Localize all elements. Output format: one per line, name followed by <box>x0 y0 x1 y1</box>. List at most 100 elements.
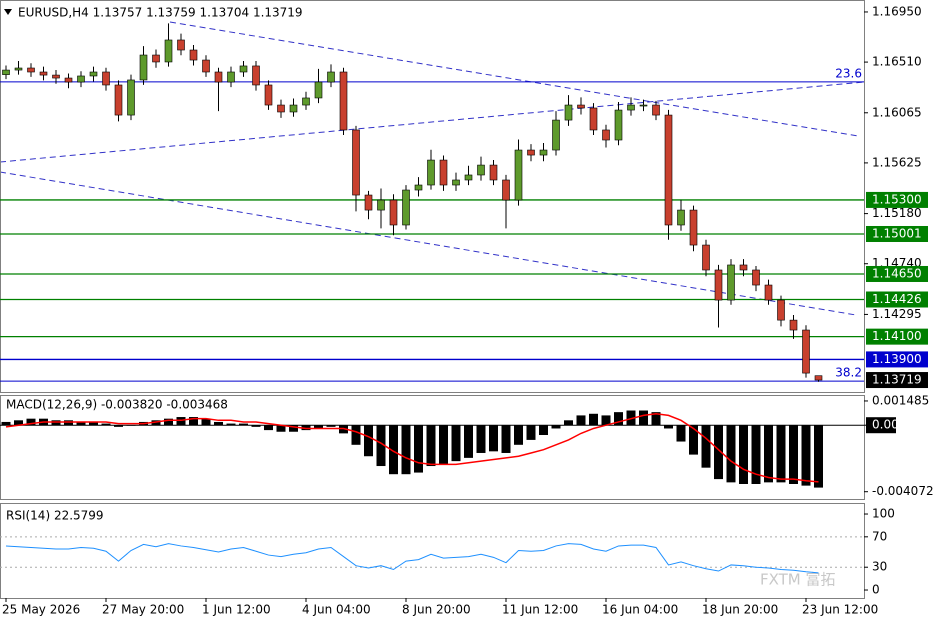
candle-body <box>739 264 748 271</box>
candle-body <box>439 159 448 186</box>
macd-bar <box>201 418 211 426</box>
candle-body <box>627 104 635 111</box>
macd-bar <box>451 425 461 462</box>
macd-bar <box>539 425 548 436</box>
candle-body <box>477 164 485 176</box>
macd-bar <box>289 425 298 432</box>
rsi-title: RSI(14) 22.5799 <box>6 509 104 523</box>
price-panel <box>0 0 865 393</box>
macd-bar <box>664 425 673 429</box>
candle-body <box>289 104 298 113</box>
macd-bar <box>351 425 361 445</box>
x-tick-label: 25 May 2026 <box>2 603 80 617</box>
y-tick-label: 30 <box>872 560 887 574</box>
macd-bar <box>689 425 698 455</box>
macd-bar <box>1 421 11 426</box>
macd-bar <box>551 425 561 429</box>
x-tick-label: 27 May 20:00 <box>102 603 184 617</box>
x-tick-label: 1 Jun 12:00 <box>202 603 271 617</box>
level-tag <box>866 351 928 368</box>
macd-bar <box>589 413 598 426</box>
candle-body <box>589 107 598 131</box>
macd-title: MACD(12,26,9) -0.003820 -0.003468 <box>6 398 228 412</box>
candle-body <box>452 179 460 186</box>
macd-bar <box>239 423 248 426</box>
macd-bar <box>101 423 111 426</box>
macd-bar <box>751 425 761 484</box>
candle-body <box>139 54 148 81</box>
macd-bar <box>526 425 536 440</box>
candle-body <box>377 199 385 211</box>
macd-bar <box>264 425 273 431</box>
last-price-label: 1.13719 <box>872 373 922 387</box>
macd-bar <box>76 421 86 426</box>
macd-bar <box>389 425 398 475</box>
macd-bar <box>601 415 611 426</box>
macd-bar <box>26 418 36 426</box>
macd-bar <box>339 425 348 434</box>
candle-body <box>602 129 610 141</box>
candle-body <box>427 159 435 186</box>
level-label: 1.14100 <box>872 329 922 343</box>
x-tick-label: 18 Jun 20:00 <box>702 603 778 617</box>
macd-bar <box>14 420 23 426</box>
candle-body <box>214 71 223 83</box>
candle-body <box>502 179 510 201</box>
candle-body <box>789 319 798 331</box>
macd-bar <box>514 425 523 445</box>
level-tag <box>866 265 928 282</box>
y-tick-label: 1.14295 <box>872 307 922 321</box>
candle-body <box>77 75 85 83</box>
candle-body <box>802 329 810 374</box>
candle-body <box>102 71 110 86</box>
candle-body <box>114 84 123 116</box>
macd-bar <box>439 425 448 465</box>
candle-body <box>464 174 473 181</box>
level-tag <box>866 291 928 308</box>
macd-bar <box>314 425 323 429</box>
macd-bar <box>639 410 648 426</box>
x-tick-label: 16 Jun 04:00 <box>602 603 678 617</box>
candle-body <box>727 264 735 301</box>
macd-bar <box>164 418 173 426</box>
macd-bar <box>276 425 286 432</box>
macd-bar <box>414 425 423 473</box>
candle-body <box>777 299 785 321</box>
candle-body <box>389 199 398 226</box>
trendline <box>0 171 857 316</box>
candle-body <box>539 149 548 156</box>
x-tick-label: 8 Jun 20:00 <box>402 603 471 617</box>
signal-line <box>5 413 819 483</box>
candle-body <box>152 54 160 63</box>
macd-bar <box>151 420 161 426</box>
candle-body <box>52 74 60 79</box>
rsi-panel <box>0 503 865 599</box>
candle-body <box>414 184 423 191</box>
candle-body <box>714 269 723 301</box>
candle-body <box>689 209 698 246</box>
macd-bar <box>651 412 661 426</box>
rsi-line <box>5 543 819 574</box>
candle-body <box>364 194 373 211</box>
y-tick-label: 1.16950 <box>872 4 922 18</box>
macd-bar <box>251 425 261 427</box>
macd-bar <box>89 421 98 426</box>
x-tick-label: 11 Jun 12:00 <box>502 603 578 617</box>
candle-body <box>352 129 360 196</box>
y-tick-label: 70 <box>872 529 887 543</box>
y-tick-label: 0.00 <box>872 418 899 432</box>
watermark: FXTM 富拓 <box>760 571 836 589</box>
menu-arrow[interactable] <box>4 9 12 15</box>
candle-body <box>577 104 585 109</box>
macd-bar <box>114 425 123 427</box>
macd-bar <box>614 412 623 426</box>
chart-title: EURUSD,H4 1.13757 1.13759 1.13704 1.1371… <box>18 6 303 20</box>
macd-bar <box>326 425 336 427</box>
zero-tag <box>866 417 896 434</box>
candle-body <box>339 71 348 131</box>
level-label: 1.14650 <box>872 266 922 280</box>
level-tag <box>866 225 928 242</box>
candle-body <box>402 189 410 226</box>
